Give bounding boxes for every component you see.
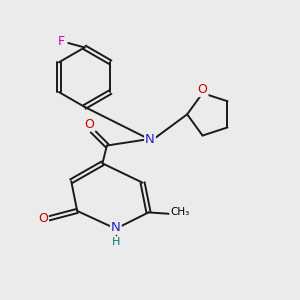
Text: H: H (112, 237, 120, 247)
Text: N: N (145, 133, 155, 146)
Text: CH₃: CH₃ (170, 207, 189, 218)
Text: F: F (58, 35, 65, 48)
Text: O: O (38, 212, 48, 225)
Text: N: N (111, 221, 121, 234)
Text: O: O (198, 83, 208, 96)
Text: O: O (85, 118, 94, 130)
